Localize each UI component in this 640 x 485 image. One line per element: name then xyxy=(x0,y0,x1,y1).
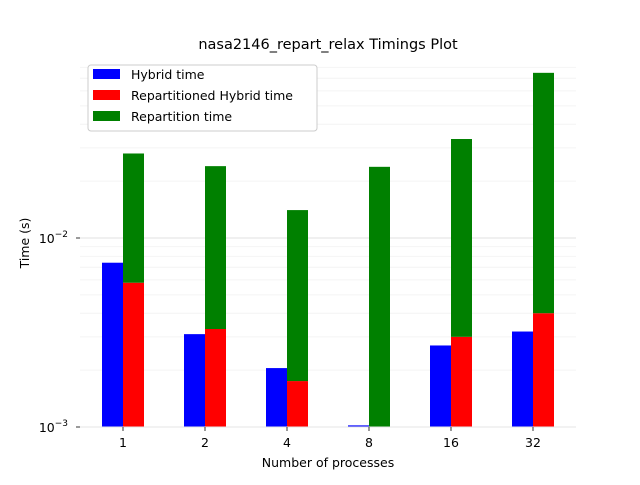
bar-hybrid-time xyxy=(266,368,287,427)
bar-repartition-time xyxy=(205,166,226,330)
x-tick-label: 2 xyxy=(201,435,209,450)
bar-hybrid-time xyxy=(430,345,451,427)
y-tick-label: 10−3 xyxy=(39,419,68,435)
x-tick-label: 4 xyxy=(283,435,291,450)
bar-repartitioned-hybrid-time xyxy=(205,329,226,427)
x-tick-label: 16 xyxy=(443,435,459,450)
bar-repartition-time xyxy=(451,139,472,337)
bar-hybrid-time xyxy=(184,334,205,427)
bar-repartition-time xyxy=(287,210,308,382)
bar-repartition-time xyxy=(123,153,144,283)
y-tick-label: 10−2 xyxy=(39,230,68,246)
y-axis-label: Time (s) xyxy=(17,218,32,270)
x-tick-label: 32 xyxy=(525,435,541,450)
x-tick-label: 8 xyxy=(365,435,373,450)
chart-title: nasa2146_repart_relax Timings Plot xyxy=(198,37,458,53)
grid xyxy=(80,66,576,428)
x-axis-label: Number of processes xyxy=(262,455,394,470)
x-tick-label: 1 xyxy=(119,435,127,450)
bar-repartitioned-hybrid-time xyxy=(451,336,472,427)
legend-label: Hybrid time xyxy=(131,67,205,82)
bars xyxy=(102,72,554,427)
legend-frame xyxy=(87,64,318,132)
bar-repartitioned-hybrid-time xyxy=(123,282,144,427)
legend-swatch xyxy=(93,111,120,121)
bar-hybrid-time xyxy=(348,425,369,427)
y-ticks: 10−3 10−2 xyxy=(39,230,80,435)
bar-repartition-time xyxy=(533,72,554,314)
legend: Hybrid time Repartitioned Hybrid time Repa… xyxy=(87,64,318,132)
legend-label: Repartition time xyxy=(131,109,232,124)
bar-hybrid-time xyxy=(102,262,123,427)
x-ticks: 1 2 4 8 16 32 xyxy=(119,427,541,450)
bar-repartitioned-hybrid-time xyxy=(533,313,554,427)
legend-swatch xyxy=(93,90,120,100)
bar-repartition-time xyxy=(369,166,390,427)
bar-hybrid-time xyxy=(512,331,533,427)
bar-repartitioned-hybrid-time xyxy=(287,381,308,427)
legend-label: Repartitioned Hybrid time xyxy=(131,88,293,103)
legend-swatch xyxy=(93,69,120,79)
